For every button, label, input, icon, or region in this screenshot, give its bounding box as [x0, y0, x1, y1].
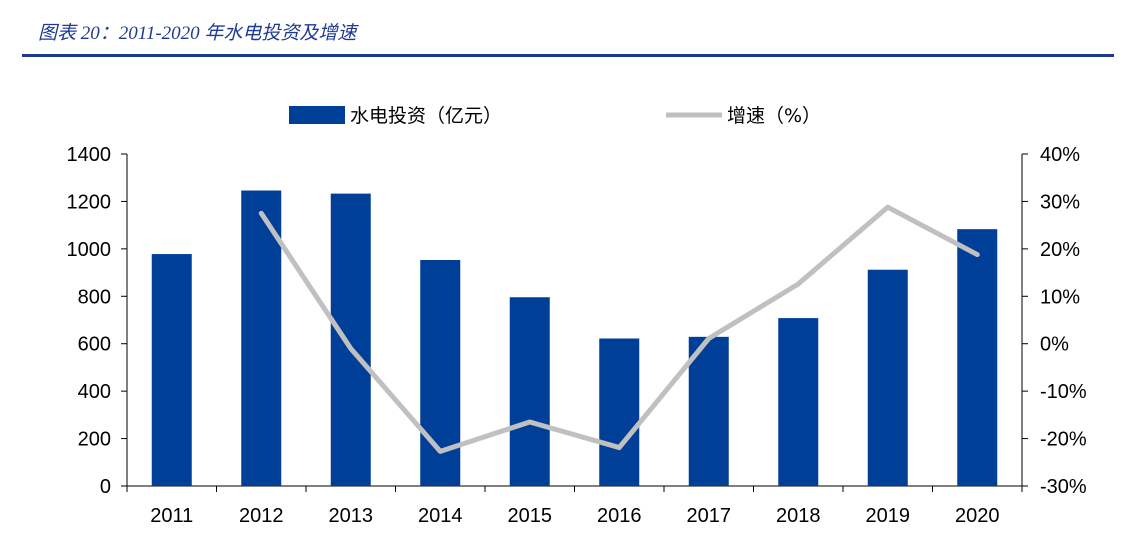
x-axis-tick-label: 2014 — [418, 505, 463, 527]
right-axis-tick-label: -20% — [1040, 429, 1087, 451]
caption-divider — [22, 54, 1114, 57]
bar — [509, 297, 550, 486]
right-axis-tick-label: 10% — [1040, 286, 1080, 308]
bar — [778, 318, 819, 486]
left-axis-tick-label: 1200 — [67, 191, 112, 213]
legend: 水电投资（亿元） 增速（%） — [289, 105, 821, 127]
bar — [151, 254, 192, 486]
legend-line-label: 增速（%） — [727, 105, 821, 127]
bar — [957, 229, 998, 486]
x-axis-tick-label: 2018 — [776, 505, 821, 527]
x-axis-tick-label: 2020 — [955, 505, 1000, 527]
right-axis-tick-label: 20% — [1040, 239, 1080, 261]
legend-bar-swatch — [289, 106, 345, 124]
bar — [330, 193, 371, 487]
x-axis-tick-label: 2013 — [329, 505, 374, 527]
tick-labels: 0 200 400 600 800 1000 1200 1400 -30% -20% -10% 0% 1… — [67, 144, 1087, 527]
right-axis-tick-label: 30% — [1040, 191, 1080, 213]
x-axis-tick-label: 2017 — [687, 505, 732, 527]
x-axis-tick-label: 2012 — [239, 505, 284, 527]
x-axis-tick-label: 2016 — [597, 505, 642, 527]
bar — [599, 338, 640, 486]
left-axis-tick-label: 800 — [78, 286, 111, 308]
x-axis-tick-label: 2011 — [150, 505, 193, 527]
bar — [688, 336, 729, 486]
bar — [241, 190, 282, 486]
growth-rate-line — [258, 204, 980, 454]
right-axis-tick-label: 0% — [1040, 334, 1069, 356]
x-axis-tick-label: 2015 — [508, 505, 553, 527]
bar-series — [151, 190, 998, 487]
left-axis-tick-label: 600 — [78, 334, 111, 356]
bar — [867, 269, 908, 486]
right-axis-tick-label: -10% — [1040, 381, 1087, 403]
left-axis-tick-label: 1400 — [67, 144, 112, 166]
legend-bar-label: 水电投资（亿元） — [350, 105, 502, 127]
line-series — [258, 204, 980, 454]
figure-caption: 图表 20：2011-2020 年水电投资及增速 — [38, 23, 357, 44]
x-axis-tick-label: 2019 — [866, 505, 911, 527]
right-axis-tick-label: -30% — [1040, 476, 1087, 498]
right-axis-tick-label: 40% — [1040, 144, 1080, 166]
left-axis-tick-label: 0 — [100, 476, 111, 498]
left-axis-tick-label: 400 — [78, 381, 111, 403]
left-axis-tick-label: 1000 — [67, 239, 112, 261]
left-axis-tick-label: 200 — [78, 429, 111, 451]
